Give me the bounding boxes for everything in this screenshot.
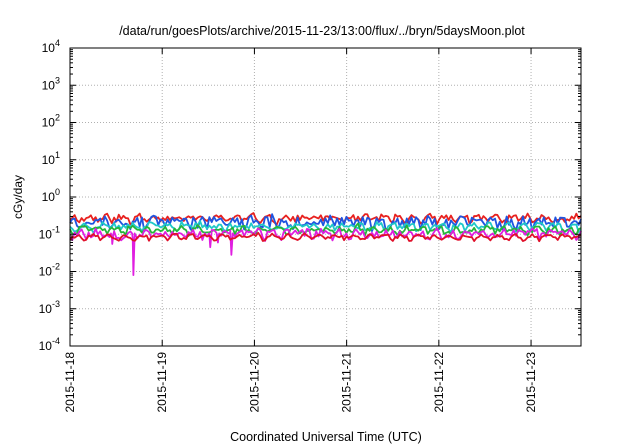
x-tick-label: 2015-11-19 (155, 352, 169, 413)
y-tick-label: 103 (42, 75, 60, 92)
y-axis: 10-4 10-3 10-2 10-1 100 101 102 103 104 (39, 38, 581, 353)
y-tick-label: 101 (42, 150, 60, 167)
y-tick-label: 10-1 (39, 224, 60, 241)
y-tick-label: 10-2 (39, 262, 60, 279)
series-line (69, 213, 582, 233)
series-line (69, 231, 582, 243)
y-axis-label: cGy/day (11, 175, 25, 219)
chart-title: /data/run/goesPlots/archive/2015-11-23/1… (119, 24, 525, 38)
data-series (69, 212, 582, 277)
y-tick-label: 10-4 (39, 336, 60, 353)
x-tick-label: 2015-11-23 (524, 352, 538, 413)
x-tick-label: 2015-11-20 (247, 352, 261, 413)
x-tick-label: 2015-11-22 (432, 352, 446, 413)
grid-lines (70, 48, 581, 346)
series-line (69, 222, 582, 237)
y-tick-label: 10-3 (39, 299, 60, 316)
x-tick-label: 2015-11-21 (340, 352, 354, 413)
y-tick-label: 102 (42, 113, 60, 130)
series-line (69, 227, 582, 277)
x-axis: 2015-11-18 2015-11-19 2015-11-20 2015-11-21… (63, 48, 538, 413)
x-tick-label: 2015-11-18 (63, 352, 77, 413)
y-tick-label: 104 (42, 38, 60, 55)
y-tick-label: 100 (42, 187, 60, 204)
series-line (69, 212, 582, 226)
x-axis-label: Coordinated Universal Time (UTC) (230, 430, 422, 444)
